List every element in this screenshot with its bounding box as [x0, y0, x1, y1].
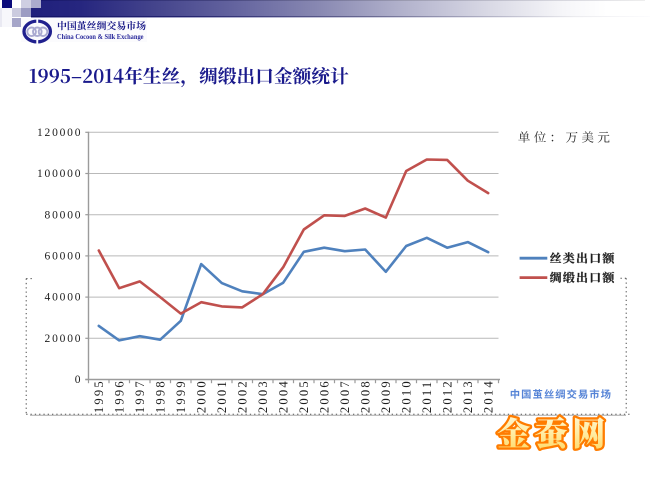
svg-text:2009: 2009 [379, 379, 393, 413]
svg-text:80000: 80000 [45, 209, 83, 221]
svg-text:2012: 2012 [441, 379, 455, 413]
svg-text:2013: 2013 [461, 379, 475, 413]
svg-text:0: 0 [75, 374, 83, 386]
svg-text:100000: 100000 [37, 168, 82, 180]
svg-text:1999: 1999 [174, 379, 188, 413]
svg-text:60000: 60000 [45, 251, 83, 263]
svg-text:120000: 120000 [37, 127, 82, 139]
svg-text:2003: 2003 [256, 379, 270, 413]
svg-text:2007: 2007 [338, 379, 352, 413]
svg-text:1997: 1997 [133, 379, 147, 413]
svg-text:2002: 2002 [236, 379, 250, 413]
svg-text:20000: 20000 [45, 333, 83, 345]
svg-text:40000: 40000 [45, 292, 83, 304]
svg-text:1995: 1995 [92, 379, 106, 413]
svg-text:2010: 2010 [400, 379, 414, 413]
svg-text:2014: 2014 [482, 379, 496, 413]
svg-text:2000: 2000 [195, 379, 209, 413]
svg-text:1996: 1996 [113, 379, 127, 413]
svg-text:2011: 2011 [420, 380, 434, 414]
svg-text:2001: 2001 [215, 379, 229, 413]
svg-text:1998: 1998 [154, 379, 168, 413]
svg-text:2005: 2005 [297, 379, 311, 413]
svg-text:China Cocoon & Silk Exchange: China Cocoon & Silk Exchange [57, 34, 144, 41]
svg-text:2006: 2006 [318, 379, 332, 413]
svg-text:2008: 2008 [359, 379, 373, 413]
svg-text:2004: 2004 [277, 379, 291, 413]
